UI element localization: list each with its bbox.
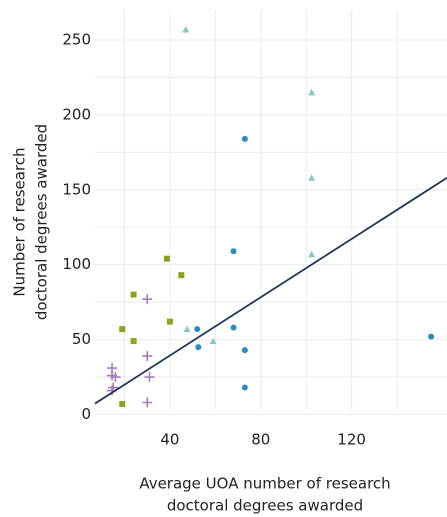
y-tick-label: 100 [62,255,91,273]
point [230,324,237,331]
x-tick-label: 120 [337,431,366,449]
point [195,344,202,351]
trend-line [94,177,447,405]
point [194,326,201,333]
y-tick-label: 250 [62,30,91,48]
y-axis-label: doctoral degrees awarded [33,124,51,320]
point [119,326,126,333]
point [110,372,121,383]
point [166,318,173,325]
point [183,325,191,333]
point [142,397,153,408]
point [308,250,316,258]
y-tick-label: 50 [72,330,91,348]
x-tick-label: 40 [160,431,179,449]
x-tick-label: 80 [251,431,270,449]
point [209,337,217,345]
point [308,88,316,96]
point [130,338,137,345]
point [241,135,248,142]
point [119,401,126,408]
point [142,351,153,362]
y-tick-label: 0 [81,405,91,423]
point [178,272,185,279]
point [230,248,237,255]
point [130,291,137,298]
point [163,255,170,262]
point [142,294,153,305]
x-axis-label: doctoral degrees awarded [167,497,363,515]
y-tick-label: 150 [62,180,91,198]
point [428,333,435,340]
x-axis-label: Average UOA number of research [139,475,390,493]
point [241,384,248,391]
y-axis-label: Number of research [11,147,29,296]
point [241,347,248,354]
point [182,25,190,33]
point [144,372,155,383]
y-tick-label: 200 [62,105,91,123]
point [308,174,316,181]
